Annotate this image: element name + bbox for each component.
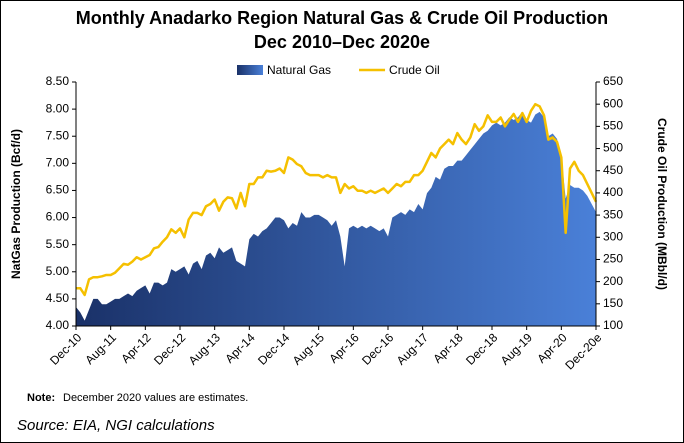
- y2-tick-label: 500: [603, 141, 623, 155]
- x-tick-label: Aug-19: [498, 330, 535, 367]
- y2-tick-label: 250: [603, 252, 623, 266]
- y-tick-label: 6.50: [46, 183, 70, 197]
- y2-tick-label: 300: [603, 229, 623, 243]
- x-tick-label: Aug-15: [290, 330, 327, 367]
- y2-tick-label: 350: [603, 207, 623, 221]
- note: December 2020 values are estimates.: [63, 392, 248, 404]
- x-tick-label: Apr-16: [326, 330, 362, 366]
- x-tick-label: Dec-18: [463, 330, 500, 367]
- x-tick-label: Dec-14: [255, 330, 292, 367]
- y-tick-label: 5.50: [46, 237, 70, 251]
- x-tick-label: Aug-13: [186, 330, 223, 367]
- y-tick-label: 8.50: [46, 74, 70, 88]
- chart-subtitle: Dec 2010–Dec 2020e: [254, 32, 430, 52]
- x-tick-label: Aug-11: [82, 330, 119, 367]
- x-tick-label: Apr-18: [430, 330, 466, 366]
- y2-tick-label: 200: [603, 274, 623, 288]
- x-tick-label: Aug-17: [394, 330, 431, 367]
- y-tick-label: 4.50: [46, 291, 70, 305]
- x-tick-label: Dec-12: [151, 330, 188, 367]
- legend-label: Natural Gas: [267, 63, 331, 77]
- y2-tick-label: 600: [603, 96, 623, 110]
- legend-label: Crude Oil: [389, 63, 440, 77]
- y2-tick-label: 100: [603, 318, 623, 332]
- x-tick-label: Dec-10: [47, 330, 84, 367]
- y-tick-label: 7.50: [46, 128, 70, 142]
- y-tick-label: 4.00: [46, 318, 70, 332]
- chart-title: Monthly Anadarko Region Natural Gas & Cr…: [76, 8, 608, 28]
- oil-line: [76, 102, 598, 297]
- y-tick-label: 7.00: [46, 156, 70, 170]
- note-label: Note:: [27, 392, 55, 404]
- x-tick-label: Dec-20e: [562, 330, 604, 372]
- legend-swatch: [237, 65, 263, 75]
- y-tick-label: 6.00: [46, 210, 70, 224]
- x-tick-label: Dec-16: [359, 330, 396, 367]
- source: Source: EIA, NGI calculations: [17, 417, 215, 434]
- x-tick-label: Apr-14: [222, 330, 258, 366]
- y-axis-title: NatGas Production (Bcf/d): [9, 129, 23, 279]
- y-tick-label: 5.00: [46, 264, 70, 278]
- gas-area: [76, 111, 596, 326]
- y2-tick-label: 150: [603, 296, 623, 310]
- y2-tick-label: 450: [603, 163, 623, 177]
- y2-tick-label: 400: [603, 185, 623, 199]
- y2-tick-label: 550: [603, 119, 623, 133]
- y2-tick-label: 650: [603, 74, 623, 88]
- y-tick-label: 8.00: [46, 101, 70, 115]
- y2-axis-title: Crude Oil Production (MBbl/d): [655, 118, 669, 290]
- x-tick-label: Apr-12: [118, 330, 154, 366]
